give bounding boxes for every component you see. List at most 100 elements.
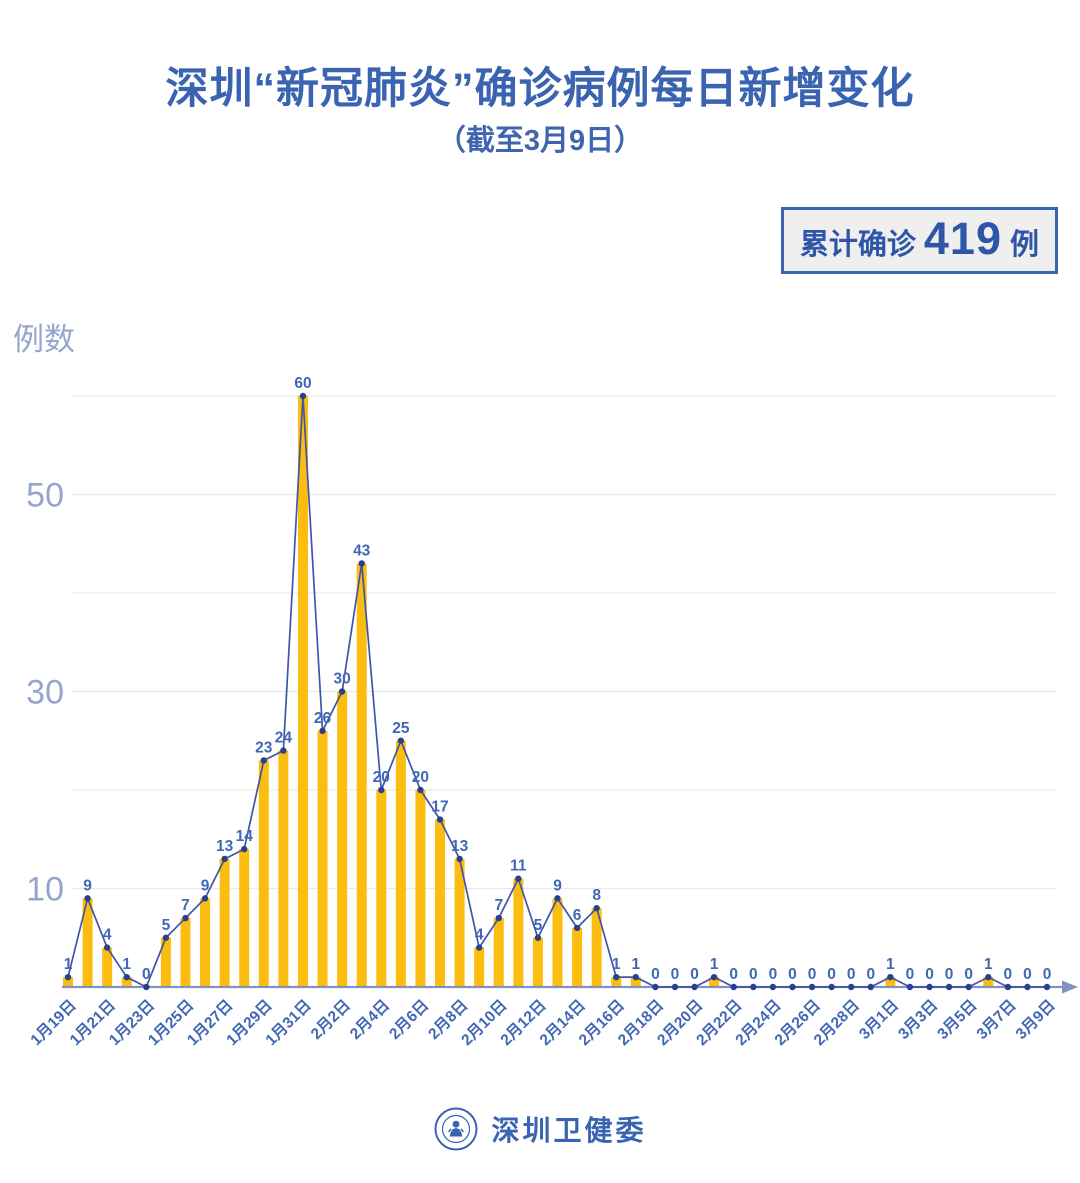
data-label: 0 [651, 966, 660, 983]
bar [983, 977, 994, 987]
page-subtitle: （截至3月9日） [436, 125, 644, 157]
data-point [241, 845, 248, 853]
bar [591, 908, 602, 987]
data-label: 13 [451, 838, 469, 855]
data-point [573, 924, 581, 932]
footer-org-name: 深圳卫健委 [491, 1115, 647, 1146]
bar [435, 819, 446, 987]
data-label: 25 [392, 720, 410, 737]
data-point [64, 973, 72, 981]
data-point [691, 983, 698, 991]
data-label: 1 [984, 956, 993, 973]
data-point [84, 895, 91, 902]
data-label: 4 [103, 927, 112, 944]
x-axis-arrow-icon [1062, 980, 1078, 994]
data-point [162, 934, 170, 941]
data-point [926, 983, 933, 991]
bar [630, 977, 641, 987]
data-label: 1 [886, 956, 895, 973]
bar [121, 977, 132, 987]
data-label: 24 [275, 730, 293, 747]
data-point [103, 944, 111, 951]
bar [474, 947, 485, 987]
bar [532, 937, 543, 987]
data-point [299, 392, 307, 400]
data-label: 0 [906, 966, 915, 983]
bar [278, 750, 289, 987]
data-label: 14 [236, 828, 254, 845]
bar [239, 849, 250, 987]
bar [885, 977, 896, 987]
data-label: 7 [181, 897, 190, 914]
bar [356, 563, 367, 987]
data-label: 0 [866, 966, 875, 983]
badge-total-value: 419 [923, 213, 1002, 264]
data-label: 30 [333, 671, 350, 688]
data-point [906, 983, 914, 991]
data-point [710, 973, 718, 981]
data-point [985, 973, 992, 981]
data-label: 7 [494, 897, 503, 914]
data-point [417, 786, 424, 794]
data-label: 23 [255, 739, 273, 756]
data-label: 0 [925, 966, 934, 983]
bar [63, 977, 73, 987]
data-label: 1 [632, 956, 641, 973]
data-point [554, 895, 561, 902]
data-point [613, 973, 620, 981]
data-label: 6 [573, 907, 582, 924]
data-label: 1 [64, 956, 73, 973]
bar [493, 918, 504, 987]
data-point [358, 560, 365, 567]
bar [395, 740, 406, 987]
data-point [887, 973, 894, 981]
data-point [965, 983, 972, 991]
bar [376, 790, 387, 987]
data-label: 0 [729, 966, 738, 983]
data-label: 5 [162, 917, 171, 934]
bar [160, 937, 171, 987]
bar [454, 858, 465, 987]
x-tick-label: 3月1日 [855, 996, 902, 1043]
cumulative-confirmed-badge: 累计确诊 419 例 [780, 207, 1058, 274]
y-tick-label: 50 [26, 477, 64, 515]
data-label: 26 [314, 710, 332, 727]
x-tick-label: 2月2日 [307, 996, 354, 1043]
data-label: 0 [827, 966, 836, 983]
footer: 深圳卫健委 [0, 1106, 1080, 1152]
data-point [828, 983, 835, 991]
data-point [867, 983, 874, 991]
x-tick-label: 3月9日 [1012, 996, 1059, 1043]
data-point [436, 816, 444, 823]
bar [709, 977, 720, 987]
data-label: 1 [122, 956, 131, 973]
bar [337, 691, 348, 987]
data-label: 17 [431, 799, 448, 816]
data-point [789, 983, 796, 991]
bar [297, 396, 308, 987]
data-label: 60 [294, 375, 311, 392]
data-point [495, 914, 502, 922]
data-point [652, 983, 659, 991]
data-point [201, 895, 209, 902]
data-point [848, 983, 855, 991]
data-label: 0 [749, 966, 758, 983]
x-tick-label: 2月6日 [385, 996, 432, 1043]
bar [82, 898, 93, 987]
bar [552, 898, 563, 987]
data-point [475, 944, 483, 951]
data-point [534, 934, 542, 941]
data-point [123, 973, 130, 981]
data-label: 0 [690, 966, 699, 983]
data-label: 11 [510, 858, 527, 875]
data-label: 1 [612, 956, 621, 973]
data-point [632, 973, 640, 981]
data-point [730, 983, 737, 991]
data-label: 0 [1043, 966, 1052, 983]
data-label: 0 [1023, 966, 1032, 983]
data-point [593, 905, 600, 912]
data-label: 8 [592, 887, 601, 904]
data-point [456, 855, 463, 863]
data-point [769, 983, 777, 991]
